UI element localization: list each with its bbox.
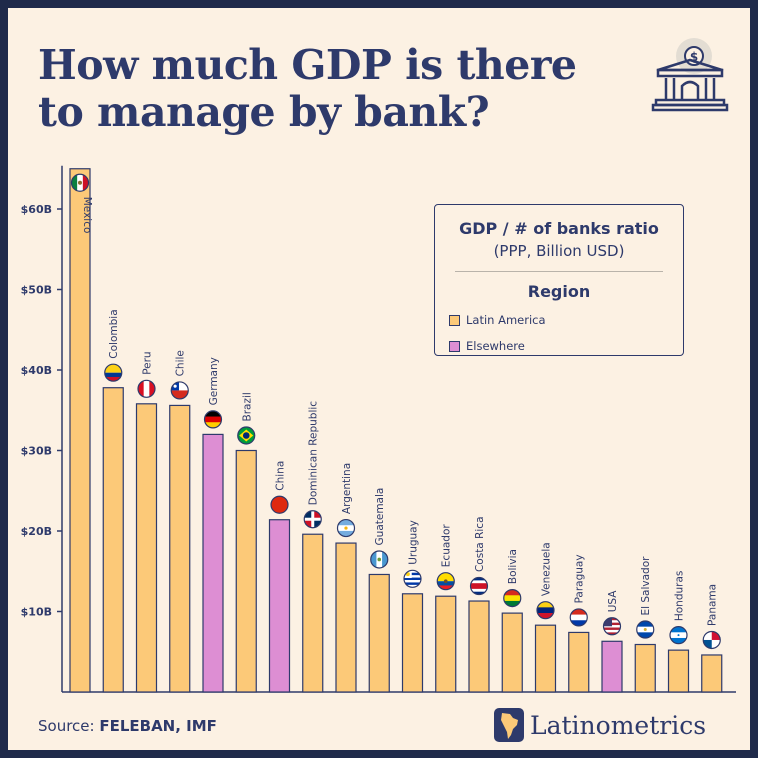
honduras-flag-icon bbox=[669, 626, 688, 645]
legend-subtitle: (PPP, Billion USD) bbox=[493, 242, 625, 260]
bar-label-dominican-republic: Dominican Republic bbox=[308, 401, 320, 506]
bar-mexico bbox=[69, 168, 91, 693]
bar-guatemala bbox=[368, 573, 390, 693]
legend-label-latin-america: Latin America bbox=[466, 313, 546, 327]
brazil-flag-icon bbox=[237, 426, 256, 445]
legend-region-title: Region bbox=[527, 282, 591, 301]
bar-label-peru: Peru bbox=[142, 351, 154, 374]
source-note: Source: FELEBAN, IMF bbox=[38, 717, 217, 735]
ecuador-flag-icon bbox=[436, 572, 455, 591]
bar-honduras bbox=[667, 649, 690, 693]
bar-argentina bbox=[335, 542, 357, 693]
bar-brazil bbox=[235, 449, 257, 693]
bar-bolivia bbox=[501, 612, 523, 693]
source-text: FELEBAN, IMF bbox=[99, 717, 217, 735]
argentina-flag-icon bbox=[336, 518, 356, 538]
bolivia-flag-icon bbox=[503, 589, 522, 608]
bar-label-germany: Germany bbox=[208, 357, 220, 405]
bar-ecuador bbox=[435, 595, 457, 693]
mexico-flag-icon bbox=[70, 173, 90, 192]
brand-name: Latinometrics bbox=[530, 710, 707, 740]
legend-title: GDP / # of banks ratio bbox=[459, 219, 659, 238]
costa-rica-flag-icon bbox=[469, 576, 489, 596]
bar-colombia bbox=[102, 387, 124, 693]
source-prefix: Source: bbox=[38, 717, 100, 735]
panama-flag-icon bbox=[702, 630, 721, 650]
bar-label-guatemala: Guatemala bbox=[374, 488, 386, 546]
bar-label-venezuela: Venezuela bbox=[541, 542, 553, 596]
usa-flag-icon bbox=[602, 617, 622, 636]
bar-label-honduras: Honduras bbox=[674, 571, 686, 622]
latin-america-map-icon bbox=[494, 708, 524, 742]
germany-flag-icon bbox=[203, 410, 223, 429]
brand-logo: Latinometrics bbox=[494, 708, 706, 742]
y-tick-label: $20B bbox=[21, 525, 52, 538]
bar-costa-rica bbox=[468, 600, 490, 693]
bar-label-bolivia: Bolivia bbox=[507, 549, 519, 584]
bar-germany bbox=[202, 433, 224, 693]
paraguay-flag-icon bbox=[569, 608, 588, 627]
y-tick-label: $60B bbox=[21, 203, 52, 216]
bar-label-argentina: Argentina bbox=[341, 463, 353, 514]
bar-usa bbox=[601, 640, 623, 693]
legend-swatch-latin-america bbox=[449, 314, 460, 326]
legend-divider bbox=[455, 271, 663, 272]
bar-label-china: China bbox=[275, 461, 287, 491]
bar-dominican-republic bbox=[302, 533, 324, 693]
colombia-flag-icon bbox=[104, 363, 123, 382]
bar-label-colombia: Colombia bbox=[108, 309, 120, 358]
bank-dollar-icon: $ bbox=[651, 38, 729, 112]
el-salvador-flag-icon bbox=[636, 620, 655, 639]
bar-el-salvador bbox=[634, 643, 656, 693]
y-tick-label: $10B bbox=[21, 606, 52, 619]
y-tick-label: $30B bbox=[21, 445, 52, 458]
bar-label-usa: USA bbox=[607, 590, 619, 613]
guatemala-flag-icon bbox=[370, 550, 389, 569]
bar-china bbox=[268, 519, 291, 693]
bar-label-panama: Panama bbox=[707, 584, 719, 626]
bar-uruguay bbox=[401, 593, 424, 693]
y-tick-label: $40B bbox=[21, 364, 52, 377]
legend-label-elsewhere: Elsewhere bbox=[466, 339, 525, 353]
bar-label-costa-rica: Costa Rica bbox=[474, 516, 486, 572]
bar-label-ecuador: Ecuador bbox=[441, 524, 453, 568]
venezuela-flag-icon bbox=[536, 601, 555, 620]
peru-flag-icon bbox=[137, 379, 156, 398]
bar-label-brazil: Brazil bbox=[241, 392, 253, 421]
chart-legend: GDP / # of banks ratio (PPP, Billion USD… bbox=[434, 204, 684, 356]
dominican-republic-flag-icon bbox=[303, 510, 322, 529]
uruguay-flag-icon bbox=[403, 569, 422, 588]
bar-label-paraguay: Paraguay bbox=[574, 554, 586, 603]
y-tick-label: $50B bbox=[21, 284, 52, 297]
chile-flag-icon bbox=[170, 381, 189, 400]
bar-label-chile: Chile bbox=[175, 350, 187, 376]
bar-chart: $10B $20B $30B $40B $50B $60B Mexico Colombia P… bbox=[21, 165, 736, 693]
china-flag-icon bbox=[270, 495, 289, 514]
bar-label-mexico: Mexico bbox=[81, 197, 93, 234]
bar-venezuela bbox=[534, 624, 557, 693]
legend-item-elsewhere: Elsewhere bbox=[449, 339, 683, 353]
bar-peru bbox=[135, 403, 158, 693]
bar-label-uruguay: Uruguay bbox=[408, 520, 420, 565]
page-title: How much GDP is there to manage by bank? bbox=[38, 41, 577, 136]
bar-chile bbox=[169, 404, 191, 693]
legend-item-latin-america: Latin America bbox=[449, 313, 683, 327]
bar-paraguay bbox=[568, 631, 590, 693]
svg-text:$: $ bbox=[690, 50, 698, 64]
bar-label-el-salvador: El Salvador bbox=[640, 556, 652, 616]
legend-swatch-elsewhere bbox=[449, 340, 460, 352]
bar-panama bbox=[701, 654, 723, 693]
infographic-frame: How much GDP is there to manage by bank?… bbox=[8, 8, 750, 750]
